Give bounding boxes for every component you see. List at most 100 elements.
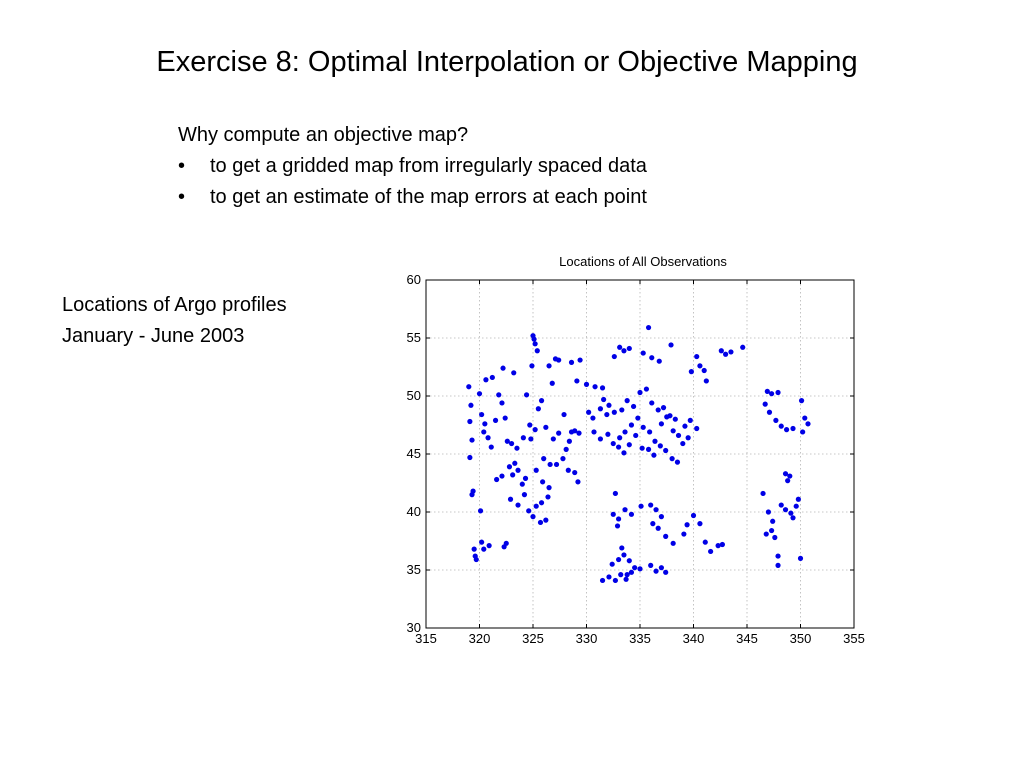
data-point [688, 418, 693, 423]
data-point [554, 462, 559, 467]
data-point [605, 432, 610, 437]
data-point [796, 497, 801, 502]
data-point [649, 400, 654, 405]
data-point [676, 433, 681, 438]
data-point [522, 492, 527, 497]
data-point [478, 508, 483, 513]
data-point [802, 415, 807, 420]
data-point [472, 547, 477, 552]
data-point [681, 531, 686, 536]
data-point [551, 436, 556, 441]
data-point [784, 427, 789, 432]
data-point [612, 354, 617, 359]
data-point [564, 447, 569, 452]
data-point [708, 549, 713, 554]
data-point [539, 398, 544, 403]
data-point [548, 462, 553, 467]
data-point [606, 403, 611, 408]
data-point [569, 360, 574, 365]
bullet-text: to get an estimate of the map errors at … [210, 186, 647, 208]
data-point [648, 563, 653, 568]
data-point [740, 345, 745, 350]
data-point [612, 410, 617, 415]
y-tick-label: 40 [407, 504, 421, 519]
data-point [775, 553, 780, 558]
data-point [637, 390, 642, 395]
data-point [524, 392, 529, 397]
data-point [799, 398, 804, 403]
data-point [556, 431, 561, 436]
data-point [651, 453, 656, 458]
chart-title: Locations of All Observations [559, 254, 727, 269]
data-point [526, 508, 531, 513]
data-point [671, 428, 676, 433]
data-point [667, 413, 672, 418]
data-point [591, 429, 596, 434]
y-tick-label: 55 [407, 330, 421, 345]
data-point [507, 464, 512, 469]
bullet-block: Why compute an objective map? • to get a … [178, 120, 647, 213]
x-tick-label: 350 [790, 631, 812, 646]
data-point [523, 476, 528, 481]
data-point [479, 540, 484, 545]
data-point [538, 520, 543, 525]
data-point [772, 535, 777, 540]
data-point [510, 472, 515, 477]
data-point [694, 426, 699, 431]
data-point [560, 456, 565, 461]
data-point [467, 455, 472, 460]
data-point [621, 552, 626, 557]
data-point [541, 456, 546, 461]
data-point [646, 447, 651, 452]
data-point [689, 369, 694, 374]
data-point [545, 494, 550, 499]
data-point [543, 425, 548, 430]
data-point [493, 418, 498, 423]
data-point [500, 366, 505, 371]
data-point [646, 325, 651, 330]
data-point [477, 391, 482, 396]
data-point [601, 397, 606, 402]
data-point [627, 558, 632, 563]
data-point [600, 578, 605, 583]
scatter-chart: Locations of All Observations 315 320 325 3… [380, 244, 900, 656]
data-point [540, 479, 545, 484]
data-point [566, 468, 571, 473]
data-point [483, 377, 488, 382]
data-point [702, 368, 707, 373]
data-point [613, 491, 618, 496]
data-point [619, 545, 624, 550]
caption-line: Locations of Argo profiles [62, 290, 287, 321]
data-point [534, 504, 539, 509]
chart-caption: Locations of Argo profiles January - Jun… [62, 290, 287, 352]
data-point [504, 541, 509, 546]
data-point [610, 562, 615, 567]
data-point [521, 435, 526, 440]
data-point [606, 574, 611, 579]
x-tick-label: 325 [522, 631, 544, 646]
data-point [616, 444, 621, 449]
data-point [697, 363, 702, 368]
data-point [633, 433, 638, 438]
data-point [631, 404, 636, 409]
data-point [675, 460, 680, 465]
data-point [728, 349, 733, 354]
data-point [530, 514, 535, 519]
data-point [527, 422, 532, 427]
data-point [668, 342, 673, 347]
data-point [618, 572, 623, 577]
data-point [494, 477, 499, 482]
data-point [577, 357, 582, 362]
data-point [520, 482, 525, 487]
data-point [574, 378, 579, 383]
bullet-item: • to get a gridded map from irregularly s… [178, 151, 647, 182]
data-point [482, 421, 487, 426]
data-point [536, 406, 541, 411]
data-point [528, 436, 533, 441]
data-point [496, 392, 501, 397]
data-point [659, 514, 664, 519]
data-point [621, 450, 626, 455]
data-point [512, 461, 517, 466]
data-point [617, 435, 622, 440]
data-point [703, 540, 708, 545]
